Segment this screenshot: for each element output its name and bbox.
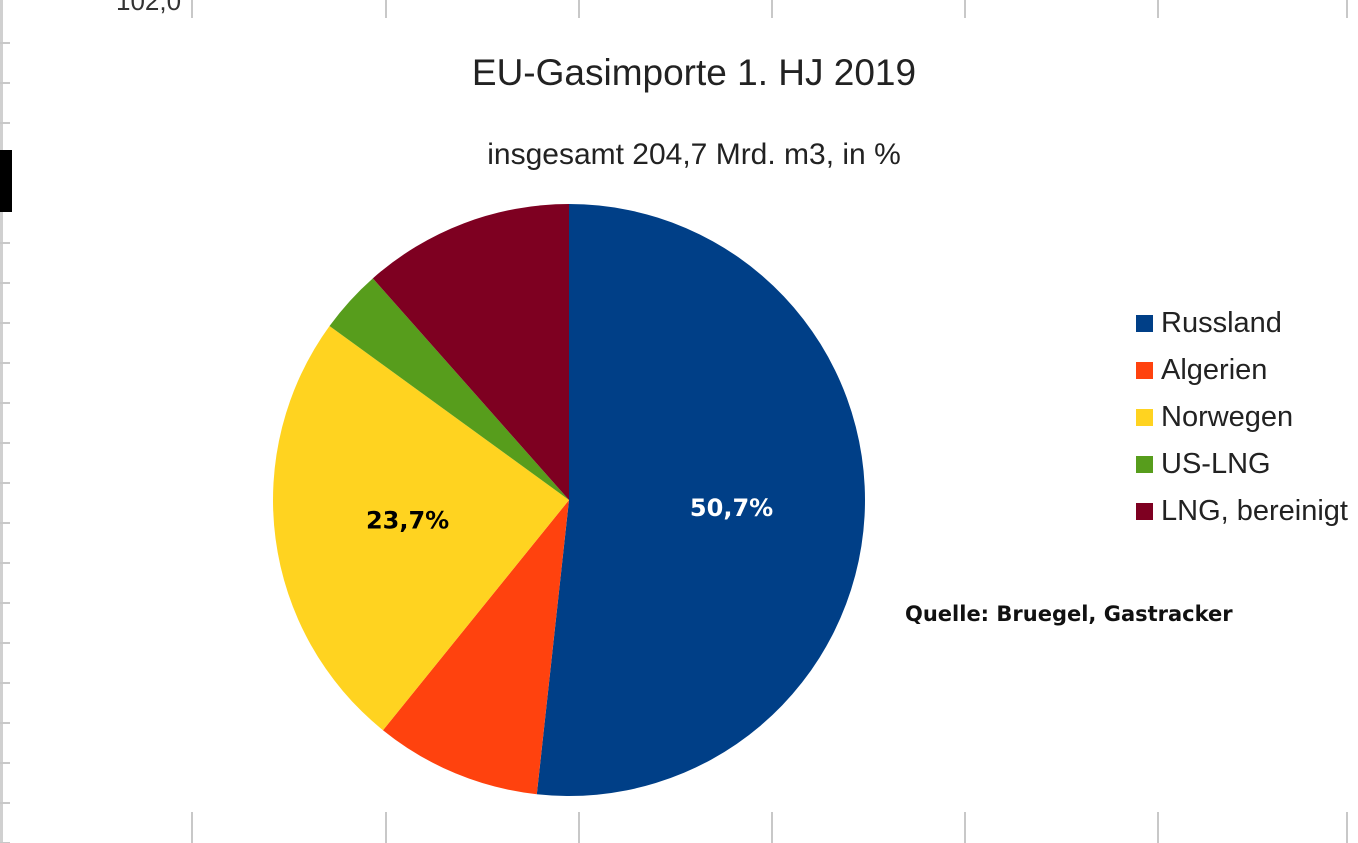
legend: Russland Algerien Norwegen US-LNG LNG, berei… [1136, 300, 1348, 535]
grid-tick [0, 442, 10, 444]
pie-slice-us-lng [329, 278, 569, 500]
cut-off-grid-glyph [0, 150, 12, 212]
legend-swatch [1136, 456, 1153, 473]
legend-label: LNG, bereinigt [1161, 495, 1348, 527]
grid-line [1346, 812, 1348, 843]
grid-tick [0, 602, 10, 604]
grid-tick [0, 122, 10, 124]
grid-line [191, 0, 193, 18]
grid-tick [0, 642, 10, 644]
legend-label: Russland [1161, 307, 1282, 339]
grid-tick [0, 562, 10, 564]
grid-tick [0, 82, 10, 84]
grid-tick [0, 682, 10, 684]
legend-label: Norwegen [1161, 401, 1294, 433]
grid-line [1157, 812, 1159, 843]
grid-line [1157, 0, 1159, 18]
data-label-norwegen: 23,7% [366, 506, 449, 534]
source-annotation: Quelle: Bruegel, Gastracker [905, 602, 1233, 626]
legend-item-norwegen: Norwegen [1136, 394, 1348, 441]
grid-line [578, 0, 580, 18]
cut-off-grid-text: 102,0 [116, 0, 182, 16]
grid-tick [0, 722, 10, 724]
legend-label: US-LNG [1161, 448, 1271, 480]
grid-line [385, 812, 387, 843]
pie-slice-norwegen [273, 326, 569, 731]
grid-line [0, 0, 3, 843]
legend-item-lng-bereinigt: LNG, bereinigt [1136, 488, 1348, 535]
legend-item-us-lng: US-LNG [1136, 441, 1348, 488]
grid-tick [0, 322, 10, 324]
grid-line [385, 0, 387, 18]
pie-slice-lng-bereinigt [372, 204, 569, 500]
legend-item-algerien: Algerien [1136, 347, 1348, 394]
grid-line [771, 0, 773, 18]
grid-tick [0, 282, 10, 284]
legend-swatch [1136, 503, 1153, 520]
chart-subtitle: insgesamt 204,7 Mrd. m3, in % [487, 138, 901, 171]
grid-tick [0, 402, 10, 404]
grid-line [578, 812, 580, 843]
grid-tick [0, 42, 10, 44]
grid-tick [0, 362, 10, 364]
grid-line [964, 0, 966, 18]
grid-line [964, 812, 966, 843]
grid-line [771, 812, 773, 843]
grid-tick [0, 242, 10, 244]
grid-tick [0, 522, 10, 524]
legend-swatch [1136, 362, 1153, 379]
grid-tick [0, 482, 10, 484]
legend-swatch [1136, 315, 1153, 332]
legend-label: Algerien [1161, 354, 1268, 386]
data-label-russland: 50,7% [690, 494, 773, 522]
grid-tick [0, 762, 10, 764]
grid-line [1346, 0, 1348, 18]
pie-slice-algerien [382, 500, 569, 795]
legend-item-russland: Russland [1136, 300, 1348, 347]
grid-line [191, 812, 193, 843]
chart-title: EU-Gasimporte 1. HJ 2019 [471, 52, 917, 93]
grid-tick [0, 802, 10, 804]
pie-slice-russland [536, 204, 865, 796]
legend-swatch [1136, 409, 1153, 426]
